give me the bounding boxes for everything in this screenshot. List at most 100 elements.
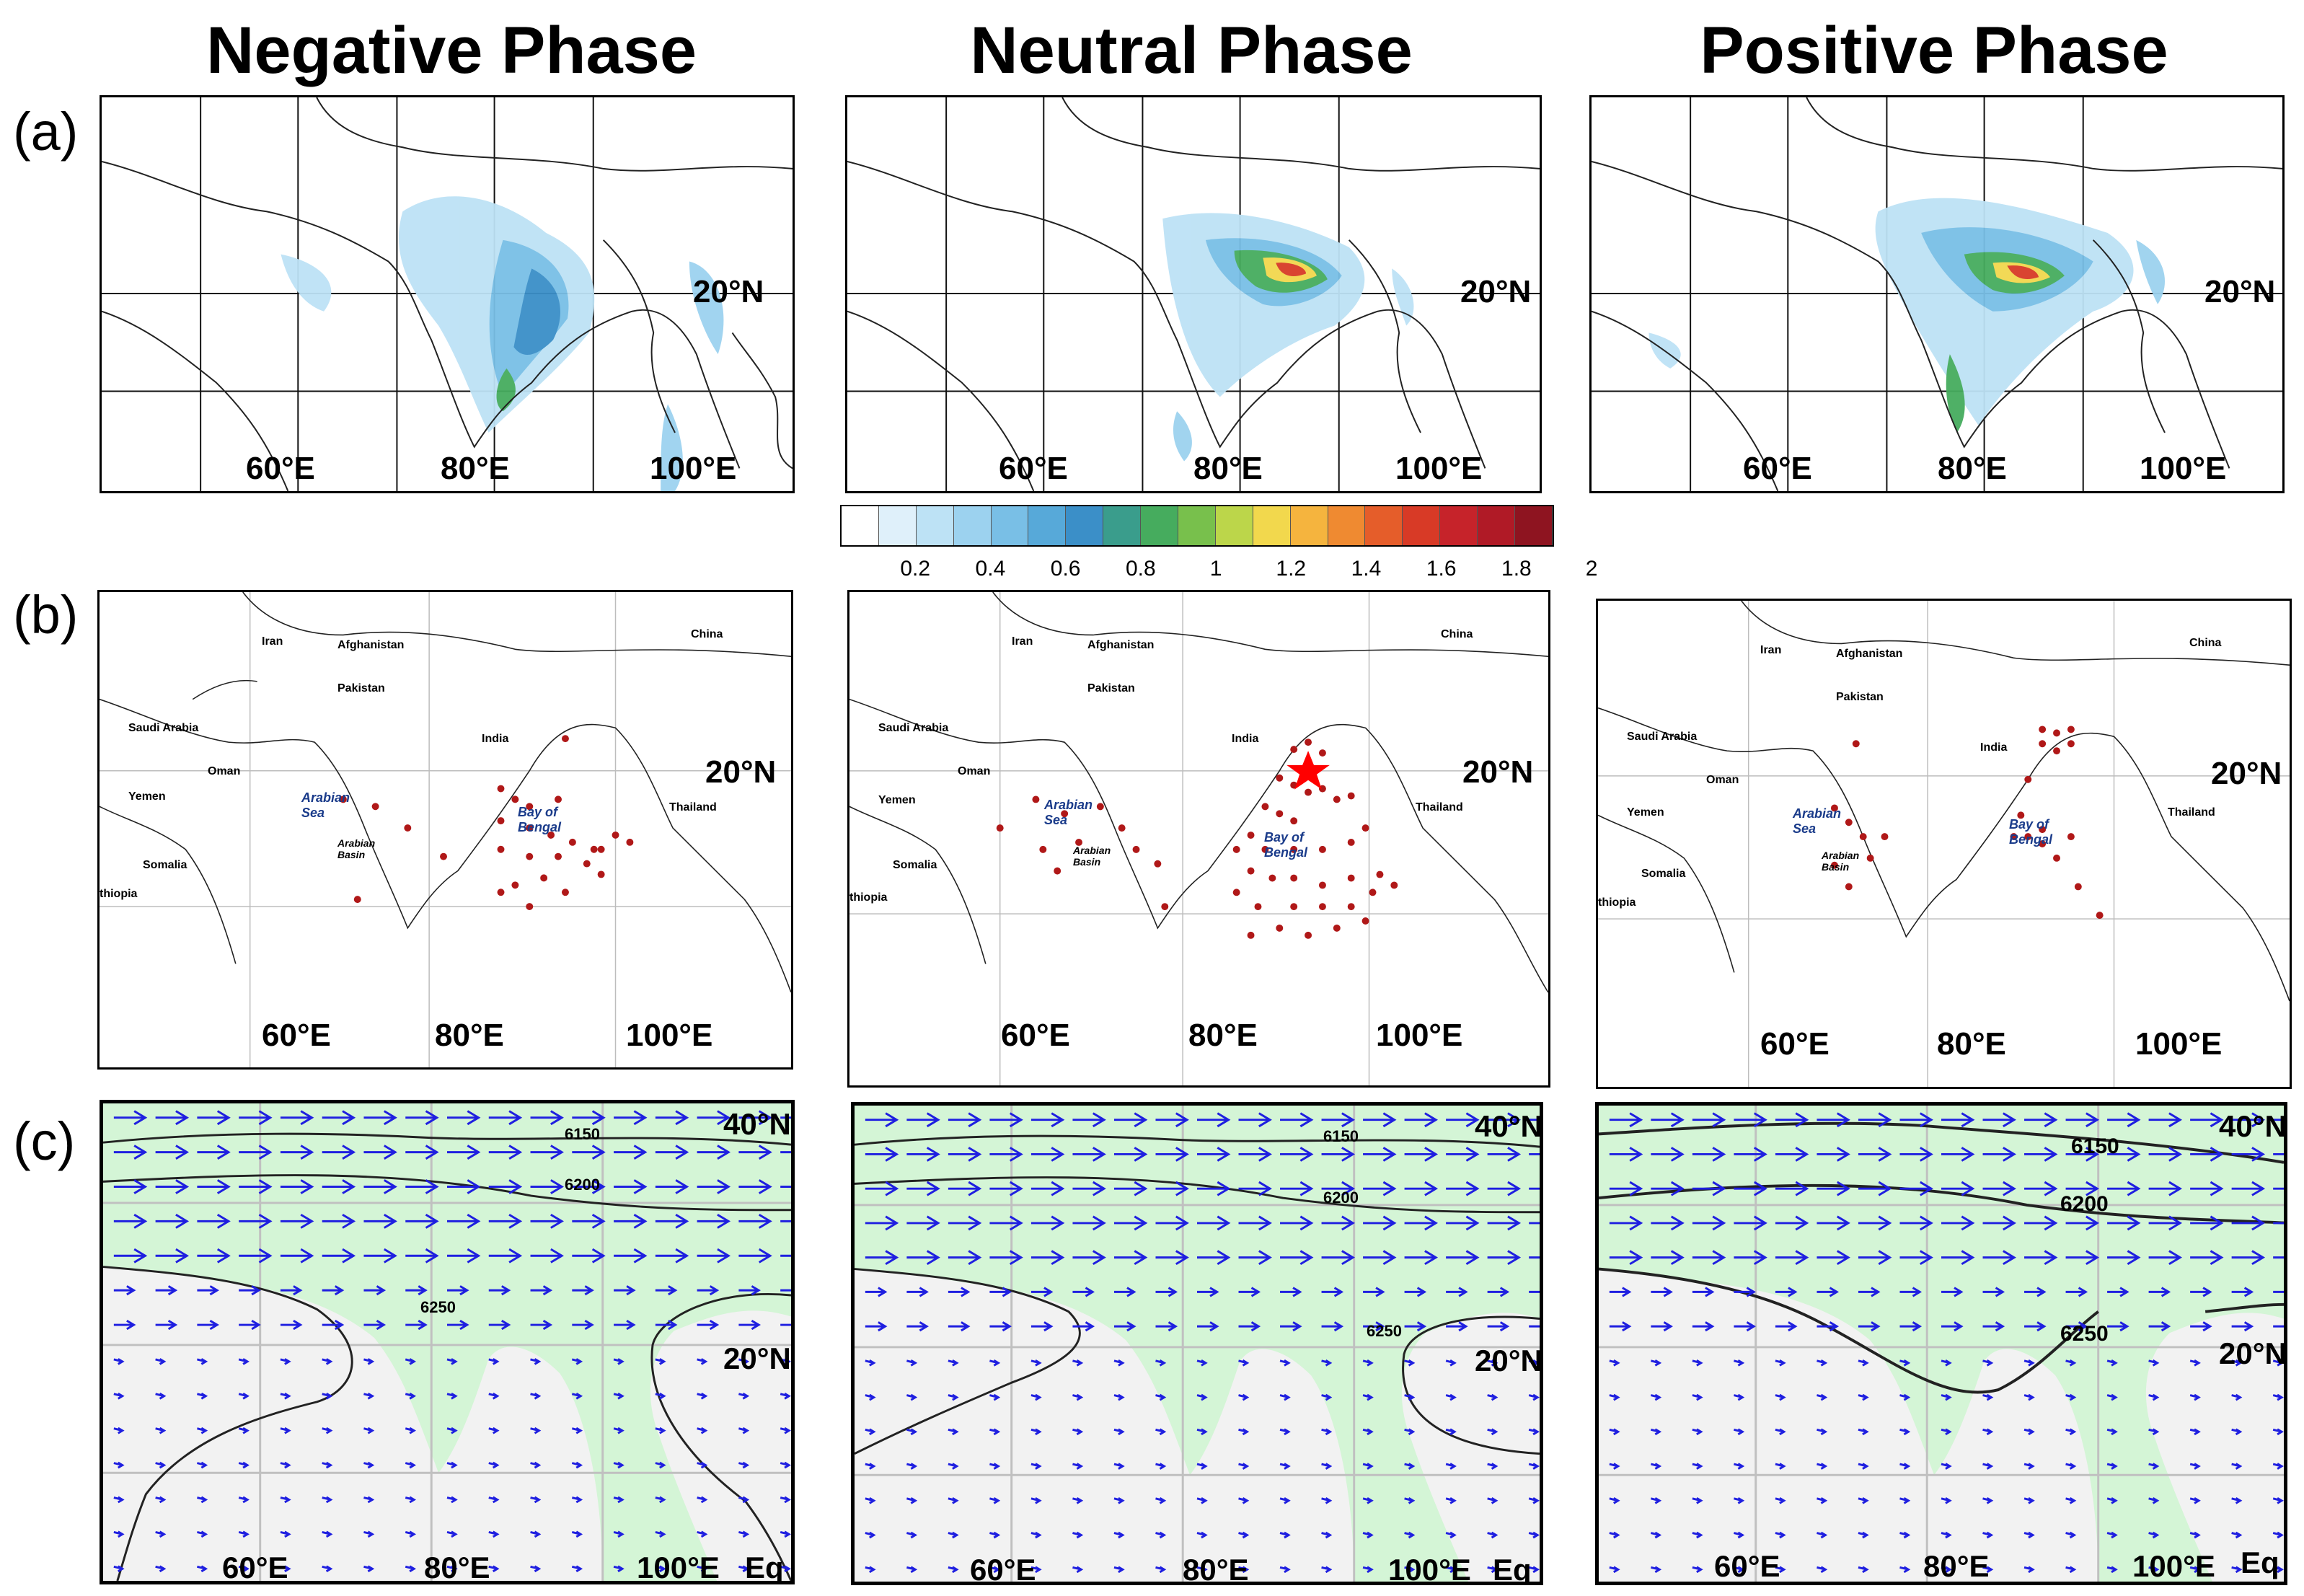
wind-vector bbox=[446, 1496, 458, 1504]
genesis-dot bbox=[2067, 740, 2075, 748]
lon-label-80e: 80°E bbox=[1938, 451, 2007, 486]
wind-vector bbox=[197, 1427, 208, 1434]
wind-vector bbox=[989, 1393, 1001, 1401]
place-yemen: Yemen bbox=[128, 790, 166, 803]
genesis-dot bbox=[555, 852, 562, 860]
wind-vector bbox=[113, 1285, 136, 1296]
wind-vector bbox=[1734, 1531, 1745, 1539]
place-somalia: Somalia bbox=[143, 859, 187, 871]
wind-vector bbox=[1487, 1566, 1499, 1574]
wind-vector bbox=[239, 1319, 261, 1331]
wind-vector bbox=[865, 1181, 899, 1196]
wind-vector bbox=[780, 1565, 791, 1573]
wind-vector bbox=[655, 1392, 666, 1400]
wind-vector bbox=[2065, 1287, 2088, 1297]
wind-vector bbox=[447, 1179, 481, 1194]
wind-vector bbox=[363, 1179, 397, 1194]
wind-vector bbox=[113, 1358, 125, 1365]
wind-vector bbox=[906, 1250, 940, 1266]
wind-vector bbox=[2024, 1112, 2058, 1128]
wind-vector bbox=[1362, 1428, 1374, 1436]
wind-vector bbox=[1941, 1428, 1952, 1436]
wind-vector bbox=[989, 1321, 1012, 1332]
wind-vector bbox=[1487, 1112, 1522, 1128]
wind-vector bbox=[530, 1214, 564, 1229]
lon-label-60e: 60°E bbox=[999, 451, 1068, 486]
wind-vector bbox=[1321, 1359, 1333, 1367]
genesis-dot bbox=[2053, 854, 2060, 862]
wind-vector bbox=[1155, 1428, 1167, 1436]
wind-vector bbox=[488, 1358, 500, 1365]
lon-label-100e: 100°E bbox=[2140, 451, 2227, 486]
genesis-dot bbox=[1881, 833, 1889, 841]
genesis-dot bbox=[2053, 729, 2060, 737]
genesis-dot bbox=[1369, 889, 1377, 896]
lon-label-100e: 100°E bbox=[1376, 1018, 1463, 1053]
wind-vector bbox=[1446, 1287, 1468, 1297]
wind-vector bbox=[1030, 1147, 1065, 1162]
wind-vector bbox=[2190, 1112, 2224, 1128]
colorbar-cell bbox=[953, 506, 992, 545]
lat-label-20n: 20°N bbox=[1475, 1344, 1542, 1377]
wind-vector bbox=[1113, 1112, 1148, 1128]
wind-vector bbox=[1196, 1566, 1208, 1574]
wind-vector bbox=[1817, 1531, 1828, 1539]
wind-vector bbox=[2272, 1566, 2284, 1574]
wind-vector bbox=[363, 1319, 387, 1331]
wind-vector bbox=[948, 1250, 982, 1266]
wind-vector bbox=[1858, 1393, 1869, 1401]
wind-vector bbox=[738, 1319, 761, 1331]
wind-vector bbox=[197, 1285, 219, 1296]
wind-vector bbox=[2148, 1321, 2171, 1332]
wind-vector bbox=[1404, 1428, 1416, 1436]
wind-vector bbox=[2107, 1215, 2141, 1231]
wind-vector bbox=[906, 1531, 918, 1539]
wind-vector bbox=[1651, 1566, 1662, 1574]
wind-vector bbox=[1899, 1393, 1911, 1401]
wind-vector bbox=[989, 1463, 1001, 1470]
wind-vector bbox=[113, 1145, 148, 1160]
wind-vector bbox=[2106, 1463, 2118, 1470]
wind-vector bbox=[1817, 1359, 1828, 1367]
place-ethiopia: thiopia bbox=[1598, 896, 1636, 909]
wind-vector bbox=[738, 1285, 761, 1296]
wind-vector bbox=[363, 1248, 397, 1264]
wind-vector bbox=[1279, 1393, 1291, 1401]
wind-vector bbox=[280, 1110, 314, 1126]
wind-vector bbox=[530, 1358, 542, 1365]
wind-vector bbox=[1941, 1112, 1975, 1128]
wind-vector bbox=[614, 1179, 648, 1194]
genesis-dot bbox=[2039, 726, 2047, 733]
wind-vector bbox=[655, 1214, 689, 1229]
wind-vector bbox=[1030, 1250, 1065, 1266]
wind-vector bbox=[447, 1110, 481, 1126]
genesis-dot bbox=[497, 889, 505, 896]
wind-vector bbox=[239, 1214, 273, 1229]
wind-vector bbox=[2189, 1463, 2201, 1470]
wind-vector bbox=[1363, 1112, 1397, 1128]
wind-vector bbox=[488, 1427, 500, 1434]
wind-vector bbox=[989, 1215, 1023, 1231]
colorbar-cell bbox=[842, 506, 879, 545]
wind-vector bbox=[113, 1319, 136, 1331]
colorbar-tick-label: 0.6 bbox=[1050, 557, 1081, 581]
wind-vector bbox=[697, 1285, 720, 1296]
wind-vector bbox=[989, 1287, 1012, 1297]
wind-vector bbox=[655, 1319, 678, 1331]
place-pakistan: Pakistan bbox=[337, 682, 385, 695]
wind-vector bbox=[1899, 1359, 1911, 1367]
wind-vector bbox=[488, 1496, 500, 1504]
wind-vector bbox=[948, 1531, 959, 1539]
wind-vector bbox=[572, 1145, 606, 1160]
wind-vector bbox=[738, 1358, 750, 1365]
lon-label-60e: 60°E bbox=[246, 451, 315, 486]
wind-vector bbox=[1609, 1428, 1620, 1436]
wind-vector bbox=[1321, 1321, 1344, 1332]
wind-vector bbox=[1030, 1359, 1042, 1367]
wind-vector bbox=[280, 1427, 291, 1434]
wind-vector bbox=[2190, 1321, 2212, 1332]
wind-vector bbox=[1692, 1287, 1715, 1297]
wind-vector bbox=[197, 1496, 208, 1504]
genesis-dot bbox=[1247, 832, 1255, 839]
wind-vector bbox=[1609, 1566, 1620, 1574]
